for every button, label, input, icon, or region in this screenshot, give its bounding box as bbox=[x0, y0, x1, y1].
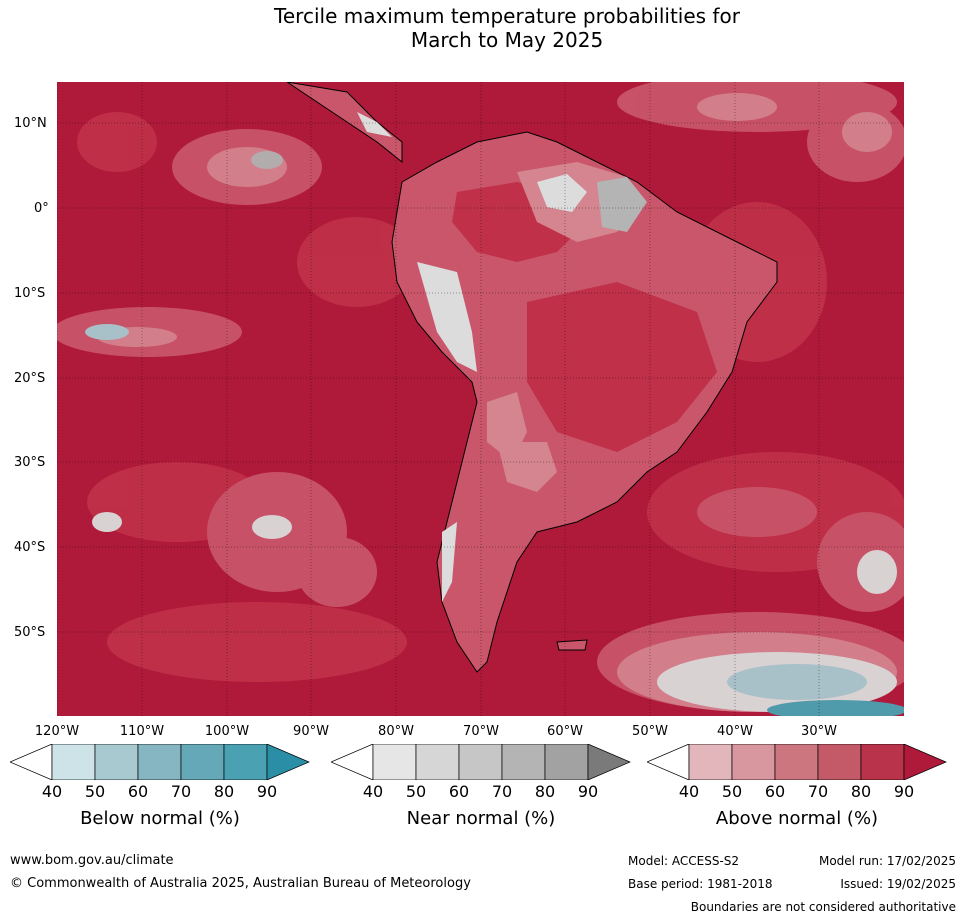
cbar-below-70 bbox=[180, 744, 225, 780]
lat-label-30s: 30°S bbox=[14, 455, 46, 470]
cbar-near-50 bbox=[415, 744, 460, 780]
tick: 40 bbox=[362, 782, 384, 801]
tick: 40 bbox=[41, 782, 63, 801]
colorbar-above-svg bbox=[647, 744, 947, 780]
cbar-near-70 bbox=[501, 744, 546, 780]
footer-issued: Issued: 19/02/2025 bbox=[840, 877, 956, 891]
colorbar-above-normal bbox=[647, 744, 947, 780]
cbar-near-40 bbox=[372, 744, 417, 780]
lat-label-20s: 20°S bbox=[14, 371, 46, 386]
lon-label-100w: 100°W bbox=[204, 724, 250, 739]
footer-website: www.bom.gov.au/climate bbox=[10, 853, 174, 868]
lon-label-90w: 90°W bbox=[293, 724, 329, 739]
cbar-below-80 bbox=[223, 744, 268, 780]
cbar-below-lower-triangle bbox=[10, 744, 53, 780]
tick: 70 bbox=[491, 782, 513, 801]
cbar-near-lower-triangle bbox=[331, 744, 374, 780]
lon-label-120w: 120°W bbox=[34, 724, 80, 739]
lat-label-50s: 50°S bbox=[14, 625, 46, 640]
graticule bbox=[56, 82, 904, 716]
tick: 50 bbox=[84, 782, 106, 801]
tick: 90 bbox=[893, 782, 915, 801]
footer-model-run: Model run: 17/02/2025 bbox=[818, 854, 956, 868]
cbar-below-upper-triangle bbox=[266, 744, 310, 780]
footer-model: Model: ACCESS-S2 bbox=[628, 854, 740, 868]
central-america-land bbox=[286, 81, 403, 164]
cbar-near-80 bbox=[544, 744, 589, 780]
colorbar-below-svg bbox=[10, 744, 310, 780]
cbar-below-50 bbox=[94, 744, 139, 780]
cbar-below-40 bbox=[51, 744, 96, 780]
lon-label-110w: 110°W bbox=[119, 724, 165, 739]
cbar-near-upper-triangle bbox=[587, 744, 631, 780]
lon-label-70w: 70°W bbox=[463, 724, 499, 739]
tick: 80 bbox=[213, 782, 235, 801]
cbar-above-lower-triangle bbox=[647, 744, 690, 780]
tick: 40 bbox=[678, 782, 700, 801]
lat-label-40s: 40°S bbox=[14, 540, 46, 555]
cbar-above-upper-triangle bbox=[903, 744, 947, 780]
lat-label-0: 0° bbox=[34, 201, 49, 216]
map-title: Tercile maximum temperature probabilitie… bbox=[0, 4, 965, 52]
tick: 50 bbox=[721, 782, 743, 801]
footer-base-period: Base period: 1981-2018 bbox=[628, 877, 773, 891]
lon-label-50w: 50°W bbox=[632, 724, 668, 739]
colorbar-near-normal bbox=[331, 744, 631, 780]
forecast-map bbox=[52, 72, 917, 720]
cbar-below-60 bbox=[137, 744, 182, 780]
colorbar-below-normal bbox=[10, 744, 310, 780]
lat-label-10n: 10°N bbox=[14, 116, 47, 131]
colorbar-near-svg bbox=[331, 744, 631, 780]
title-line-1: Tercile maximum temperature probabilitie… bbox=[274, 4, 740, 28]
lon-label-30w: 30°W bbox=[801, 724, 837, 739]
tick: 80 bbox=[850, 782, 872, 801]
tick: 60 bbox=[127, 782, 149, 801]
colorbar-near-title: Near normal (%) bbox=[406, 808, 556, 829]
lon-label-60w: 60°W bbox=[547, 724, 583, 739]
ocean-anomaly-patches bbox=[52, 72, 917, 720]
lon-label-40w: 40°W bbox=[717, 724, 753, 739]
cbar-above-60 bbox=[774, 744, 819, 780]
tick: 70 bbox=[170, 782, 192, 801]
colorbar-above-title: Above normal (%) bbox=[715, 808, 879, 829]
cbar-above-50 bbox=[731, 744, 776, 780]
falklands-land bbox=[556, 639, 588, 651]
tick: 60 bbox=[764, 782, 786, 801]
lon-label-80w: 80°W bbox=[378, 724, 414, 739]
cbar-above-40 bbox=[688, 744, 733, 780]
map-svg bbox=[52, 72, 917, 720]
title-line-2: March to May 2025 bbox=[410, 28, 604, 52]
south-america-land bbox=[391, 131, 778, 673]
cbar-above-70 bbox=[817, 744, 862, 780]
footer-boundaries: Boundaries are not considered authoritat… bbox=[690, 900, 956, 914]
cbar-above-80 bbox=[860, 744, 905, 780]
central-america-near-normal bbox=[357, 112, 392, 137]
tick: 60 bbox=[448, 782, 470, 801]
tick: 70 bbox=[807, 782, 829, 801]
tick: 80 bbox=[534, 782, 556, 801]
tick: 90 bbox=[577, 782, 599, 801]
tick: 90 bbox=[256, 782, 278, 801]
footer-copyright: © Commonwealth of Australia 2025, Austra… bbox=[10, 876, 471, 891]
cbar-near-60 bbox=[458, 744, 503, 780]
tick: 50 bbox=[405, 782, 427, 801]
lat-label-10s: 10°S bbox=[14, 286, 46, 301]
colorbar-below-title: Below normal (%) bbox=[80, 808, 240, 829]
